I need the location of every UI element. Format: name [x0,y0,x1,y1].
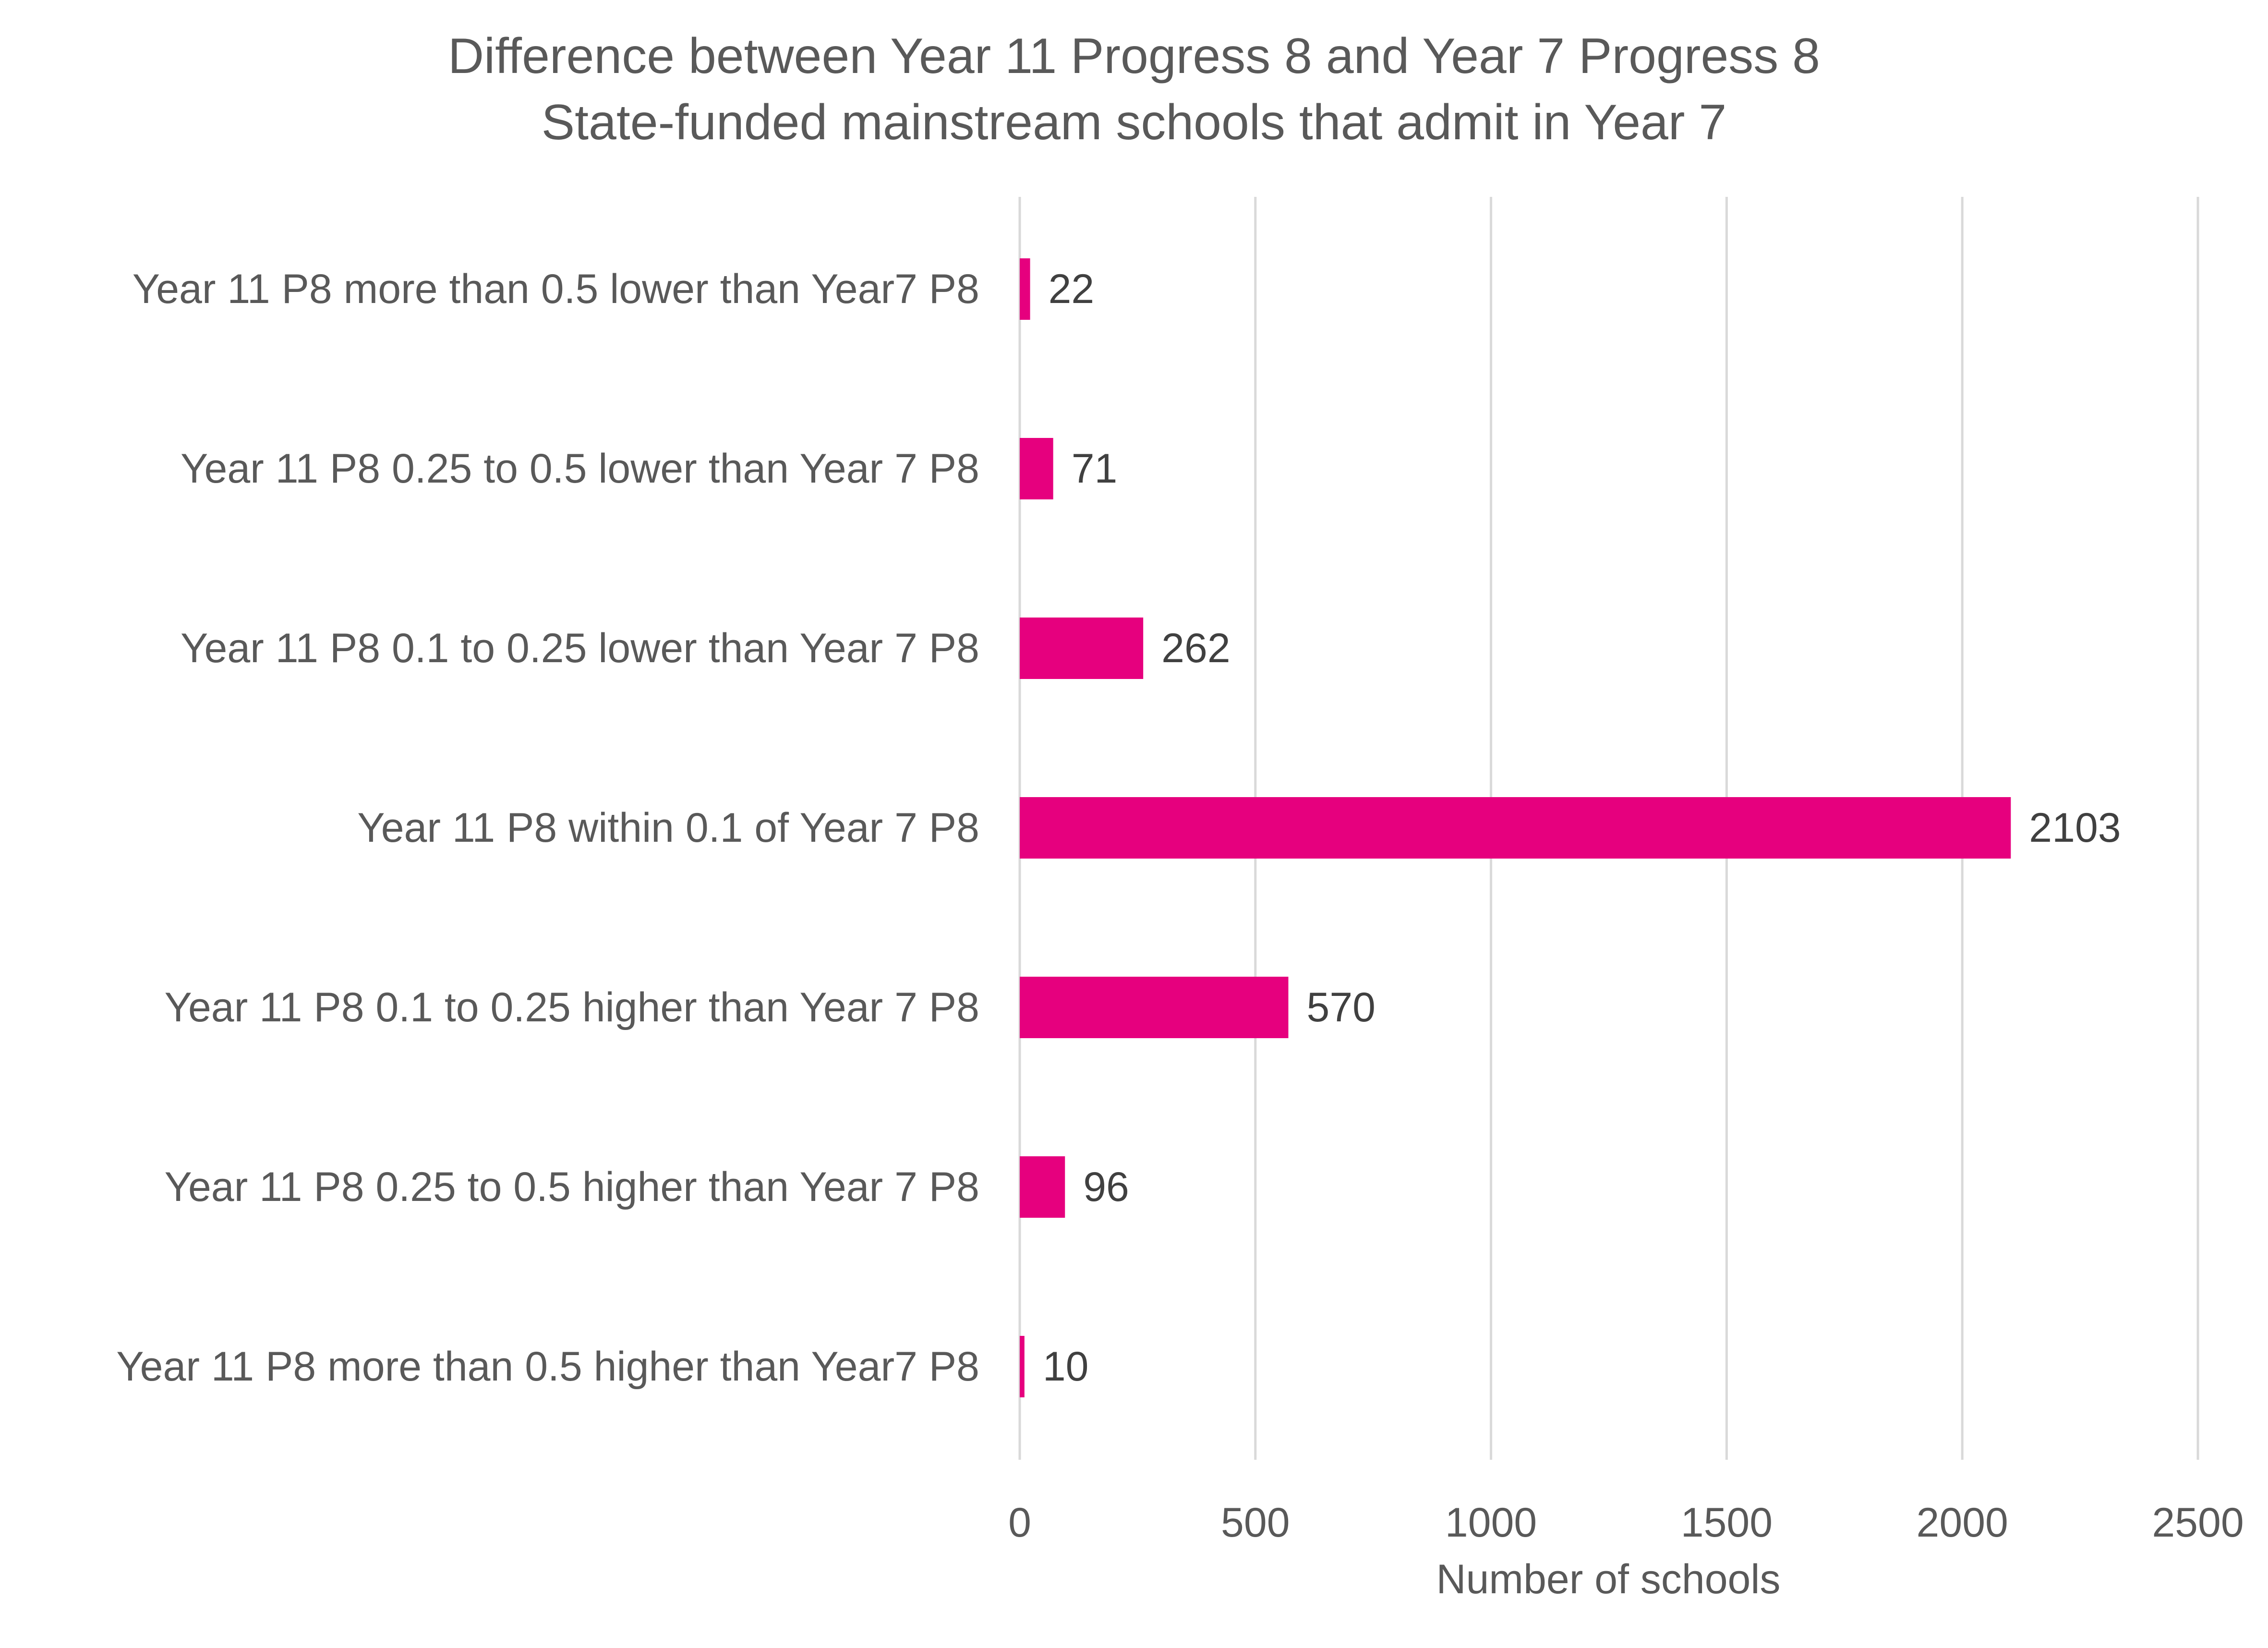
bar [1020,797,2011,859]
x-axis-ticks: 0 500 1000 1500 2000 2500 [1008,1500,2244,1546]
bar [1020,618,1144,679]
x-tick-label: 2000 [1917,1500,2008,1546]
x-tick-label: 1500 [1681,1500,1773,1546]
bars [1020,258,2011,1397]
chart-subtitle: State-funded mainstream schools that adm… [542,95,1727,150]
x-tick-label: 0 [1008,1500,1031,1546]
category-label: Year 11 P8 0.25 to 0.5 lower than Year 7… [181,446,979,492]
category-label: Year 11 P8 more than 0.5 lower than Year… [133,266,979,312]
bar [1020,977,1289,1038]
category-label: Year 11 P8 0.25 to 0.5 higher than Year … [165,1164,980,1210]
data-label: 262 [1161,625,1231,671]
data-label: 71 [1072,446,1118,492]
x-tick-label: 500 [1221,1500,1290,1546]
bar [1020,1336,1025,1397]
chart-title: Difference between Year 11 Progress 8 an… [448,28,1820,84]
bar [1020,258,1030,320]
category-label: Year 11 P8 0.1 to 0.25 lower than Year 7… [181,625,979,671]
x-tick-label: 1000 [1445,1500,1537,1546]
category-labels: Year 11 P8 more than 0.5 lower than Year… [116,266,979,1390]
data-label: 2103 [2029,805,2121,851]
category-label: Year 11 P8 more than 0.5 higher than Yea… [116,1344,979,1390]
category-label: Year 11 P8 within 0.1 of Year 7 P8 [357,805,979,851]
data-labels: 22 71 262 2103 570 96 10 [1043,266,2121,1390]
category-label: Year 11 P8 0.1 to 0.25 higher than Year … [165,984,980,1030]
bar [1020,438,1053,499]
data-label: 570 [1307,984,1376,1030]
bar [1020,1156,1065,1218]
data-label: 22 [1049,266,1095,312]
data-label: 96 [1083,1164,1129,1210]
data-label: 10 [1043,1344,1089,1390]
x-axis-title: Number of schools [1436,1556,1781,1602]
x-tick-label: 2500 [2152,1500,2244,1546]
